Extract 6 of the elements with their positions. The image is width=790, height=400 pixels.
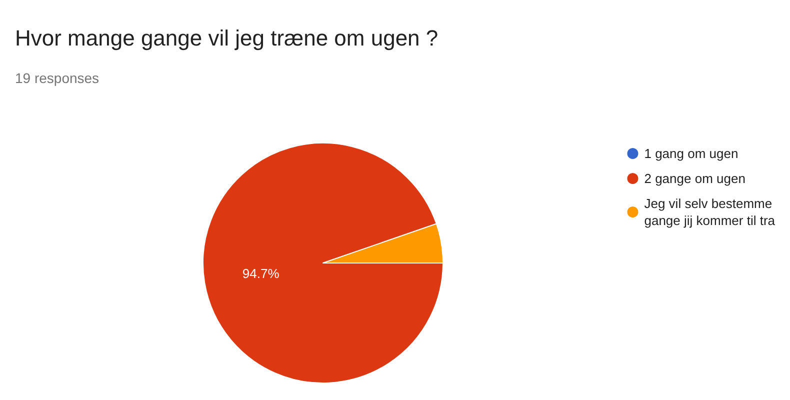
legend-label: 2 gange om ugen bbox=[644, 171, 746, 186]
legend-label: Jeg vil selv bestemme gange jij kommer til tra bbox=[644, 196, 776, 228]
legend-label: 1 gang om ugen bbox=[644, 146, 738, 161]
data-label: 94.7% bbox=[242, 266, 280, 281]
text: 19 responses bbox=[15, 70, 100, 86]
chart-title: Hvor mange gange vil jeg træne om ugen ? bbox=[15, 26, 438, 50]
